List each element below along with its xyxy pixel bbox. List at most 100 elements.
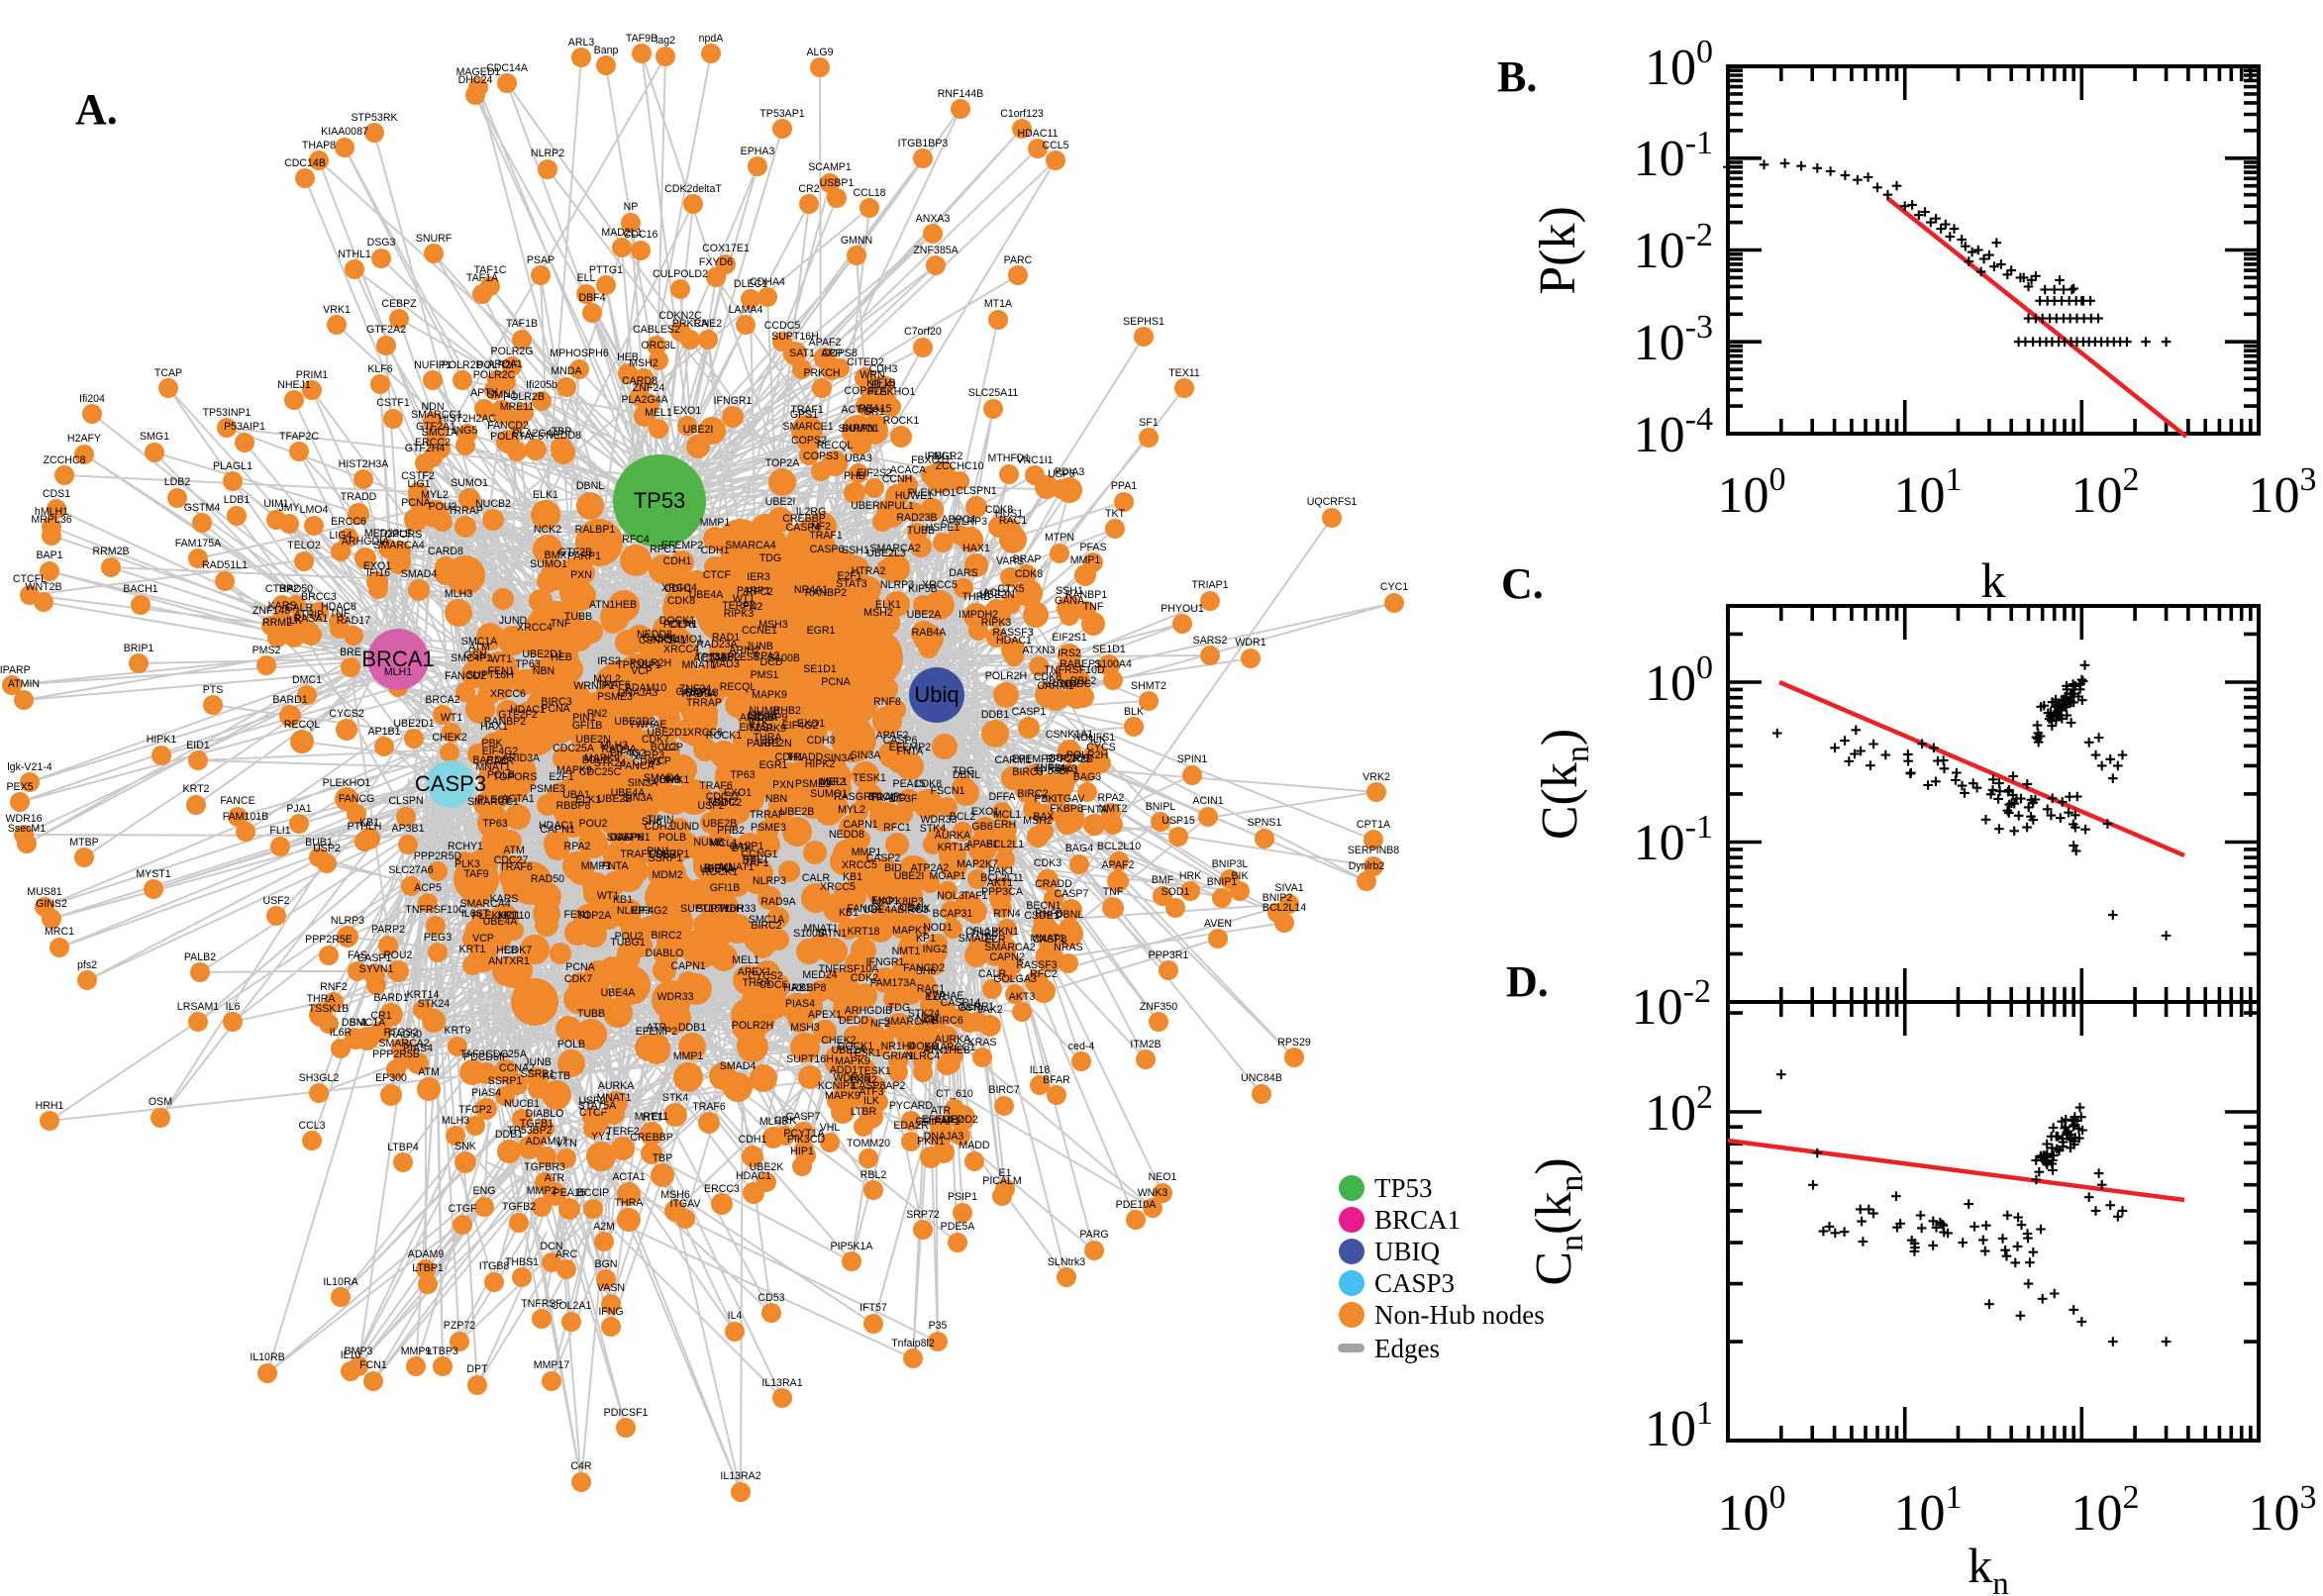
svg-text:JMY: JMY xyxy=(278,502,299,514)
svg-text:TNFRSF10C: TNFRSF10C xyxy=(405,904,466,916)
svg-text:SOD1: SOD1 xyxy=(1162,886,1190,898)
svg-text:10-1: 10-1 xyxy=(1634,809,1713,871)
svg-text:ROCK1: ROCK1 xyxy=(702,866,739,878)
svg-text:EXO1: EXO1 xyxy=(971,806,999,818)
svg-text:GTF2F2: GTF2F2 xyxy=(498,709,538,721)
svg-text:CASP4: CASP4 xyxy=(786,522,821,534)
svg-text:RAD9A: RAD9A xyxy=(681,688,717,700)
svg-text:NUFIP1: NUFIP1 xyxy=(414,359,452,371)
svg-text:POU2: POU2 xyxy=(615,931,644,943)
svg-text:SLC25A11: SLC25A11 xyxy=(968,387,1019,399)
svg-text:POLB: POLB xyxy=(487,769,515,781)
svg-text:IL10RA: IL10RA xyxy=(323,1276,358,1288)
svg-text:SLNtrk3: SLNtrk3 xyxy=(1048,1256,1085,1268)
svg-text:TP53AP1: TP53AP1 xyxy=(759,108,804,120)
svg-text:UBE2D1: UBE2D1 xyxy=(647,727,687,739)
svg-text:USF2: USF2 xyxy=(818,776,845,788)
svg-text:RAD50: RAD50 xyxy=(279,583,313,595)
svg-text:YWHAE: YWHAE xyxy=(926,990,964,1002)
svg-text:BCL2L10: BCL2L10 xyxy=(1097,841,1141,852)
svg-text:TAF9B: TAF9B xyxy=(626,33,657,45)
svg-text:PCNA: PCNA xyxy=(821,676,851,688)
svg-text:MMP2: MMP2 xyxy=(527,1185,557,1197)
svg-text:ITM2B: ITM2B xyxy=(1130,1039,1161,1050)
svg-text:PPA1: PPA1 xyxy=(1111,480,1137,492)
svg-text:SUPT16H: SUPT16H xyxy=(771,331,819,343)
svg-text:PIAS4: PIAS4 xyxy=(785,998,815,1010)
svg-text:CAPN1: CAPN1 xyxy=(615,832,650,844)
svg-text:Non-Hub nodes: Non-Hub nodes xyxy=(1374,1300,1545,1330)
svg-text:HUWE1: HUWE1 xyxy=(895,490,933,502)
svg-text:BRIP1: BRIP1 xyxy=(124,643,154,654)
svg-text:BNIP3L: BNIP3L xyxy=(1212,858,1249,870)
svg-text:BRCA2: BRCA2 xyxy=(425,694,459,706)
svg-text:MYL2: MYL2 xyxy=(593,673,621,685)
svg-text:TRAF1: TRAF1 xyxy=(620,848,654,860)
svg-text:BRCA1: BRCA1 xyxy=(1374,1205,1461,1235)
svg-text:MAGED1: MAGED1 xyxy=(456,66,501,78)
svg-text:BMX: BMX xyxy=(545,549,567,561)
svg-text:TRRAP: TRRAP xyxy=(686,697,722,709)
svg-text:SCAMP1: SCAMP1 xyxy=(808,161,852,173)
svg-text:101: 101 xyxy=(1645,1395,1713,1457)
svg-text:MDM2: MDM2 xyxy=(652,869,682,881)
svg-text:APTX: APTX xyxy=(470,387,498,399)
svg-text:BIRC2: BIRC2 xyxy=(1017,788,1048,800)
svg-text:KB1: KB1 xyxy=(839,907,858,919)
svg-text:MEL1: MEL1 xyxy=(732,954,759,966)
svg-text:CD53: CD53 xyxy=(758,1292,784,1304)
svg-text:MYL2: MYL2 xyxy=(421,489,449,501)
svg-text:HEB: HEB xyxy=(551,651,572,663)
svg-text:LTBR: LTBR xyxy=(851,1106,877,1118)
svg-text:SSH1: SSH1 xyxy=(1056,585,1083,597)
svg-text:HDAC1: HDAC1 xyxy=(996,635,1032,647)
svg-text:100: 100 xyxy=(1718,1479,1786,1542)
svg-text:CDH1: CDH1 xyxy=(739,1134,767,1146)
svg-text:RFC1: RFC1 xyxy=(883,822,911,834)
svg-text:UBE2L3: UBE2L3 xyxy=(866,548,906,559)
svg-text:CDK8: CDK8 xyxy=(667,595,695,607)
svg-text:EXO1: EXO1 xyxy=(871,895,899,907)
svg-text:STK24: STK24 xyxy=(594,757,626,769)
svg-text:FKBP8: FKBP8 xyxy=(1050,803,1083,815)
svg-text:COPS3: COPS3 xyxy=(803,450,839,462)
svg-text:CALR: CALR xyxy=(978,968,1007,980)
svg-text:ZNF24: ZNF24 xyxy=(679,683,711,695)
svg-text:BAG3: BAG3 xyxy=(1073,771,1101,783)
svg-text:TAF1A: TAF1A xyxy=(466,272,499,284)
svg-text:UBA1: UBA1 xyxy=(562,789,590,801)
svg-text:MSH3: MSH3 xyxy=(790,1022,820,1034)
svg-text:GFI1B: GFI1B xyxy=(710,882,741,894)
svg-text:102: 102 xyxy=(2071,461,2140,524)
svg-text:STP53RK: STP53RK xyxy=(351,112,397,124)
svg-text:MSH2: MSH2 xyxy=(629,357,658,369)
svg-text:GMNN: GMNN xyxy=(841,235,872,247)
svg-text:PPP2R5D: PPP2R5D xyxy=(414,850,462,862)
svg-text:SHMT2: SHMT2 xyxy=(1131,680,1166,692)
svg-text:KARS: KARS xyxy=(490,893,519,905)
svg-text:XRCC5: XRCC5 xyxy=(820,881,856,893)
svg-text:SMG1: SMG1 xyxy=(140,431,169,443)
svg-text:MT1A: MT1A xyxy=(984,298,1013,310)
svg-text:CDC14B: CDC14B xyxy=(284,157,326,169)
svg-text:LMO4: LMO4 xyxy=(300,504,329,516)
svg-text:LTBP4: LTBP4 xyxy=(387,1142,419,1153)
svg-text:PCNA: PCNA xyxy=(565,961,595,973)
svg-text:PIN1: PIN1 xyxy=(572,712,596,724)
svg-text:WDR33: WDR33 xyxy=(920,814,957,826)
svg-text:APAF2: APAF2 xyxy=(1102,859,1135,871)
svg-text:ATR: ATR xyxy=(647,1022,667,1034)
svg-text:AURKA: AURKA xyxy=(935,830,971,842)
svg-text:MEL1: MEL1 xyxy=(820,776,848,788)
svg-text:PSME3: PSME3 xyxy=(530,783,565,795)
svg-text:PSME3: PSME3 xyxy=(751,822,786,834)
svg-text:TP63: TP63 xyxy=(482,818,507,830)
svg-text:PIN1: PIN1 xyxy=(647,846,670,857)
svg-text:ATM: ATM xyxy=(503,845,525,856)
svg-text:XRCC4: XRCC4 xyxy=(663,644,699,655)
svg-text:A.: A. xyxy=(75,85,118,134)
svg-text:ATR: ATR xyxy=(545,1172,565,1184)
svg-text:RAD51L1: RAD51L1 xyxy=(202,559,248,571)
svg-text:ARL3: ARL3 xyxy=(568,37,595,49)
svg-text:PALB2: PALB2 xyxy=(184,951,216,963)
